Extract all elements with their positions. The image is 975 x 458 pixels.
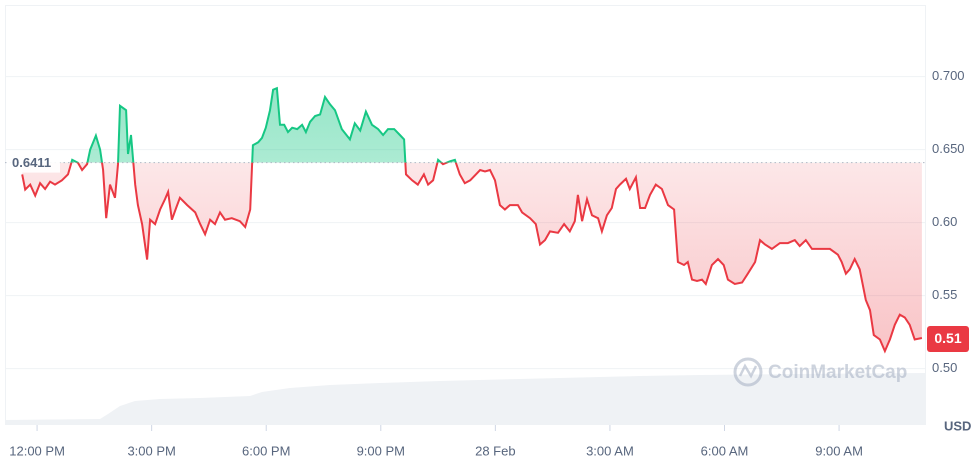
volume-area [6, 373, 925, 425]
y-tick-label: 0.60 [932, 214, 957, 229]
x-tick-label: 28 Feb [475, 443, 515, 458]
area-down [22, 162, 922, 352]
y-tick-label: 0.55 [932, 287, 957, 302]
watermark: CoinMarketCap [733, 357, 907, 387]
price-line-down [21, 162, 923, 354]
x-tick-label: 12:00 PM [9, 443, 65, 458]
x-tick-label: 9:00 AM [815, 443, 863, 458]
x-tick-label: 6:00 AM [701, 443, 749, 458]
price-tag: 0.51 [934, 330, 961, 346]
area-up [71, 88, 456, 163]
y-tick-label: 0.700 [932, 68, 965, 83]
x-tick-label: 3:00 AM [586, 443, 634, 458]
price-line-up [70, 86, 457, 163]
price-tag-bg [927, 325, 969, 352]
y-tick-label: 0.650 [932, 141, 965, 156]
watermark-text: CoinMarketCap [768, 362, 907, 383]
x-tick-label: 9:00 PM [357, 443, 405, 458]
y-tick-label: 0.50 [932, 360, 957, 375]
unit-label: USD [944, 418, 971, 433]
baseline-label: 0.6411 [12, 155, 51, 170]
plot: 0.50 0.55 0.60 0.650 0.700 12:00 PM 3:00 PM 6:0… [5, 68, 969, 458]
x-tick-label: 6:00 PM [242, 443, 290, 458]
x-tick-label: 3:00 PM [127, 443, 175, 458]
baseline-label-bg [8, 152, 60, 173]
